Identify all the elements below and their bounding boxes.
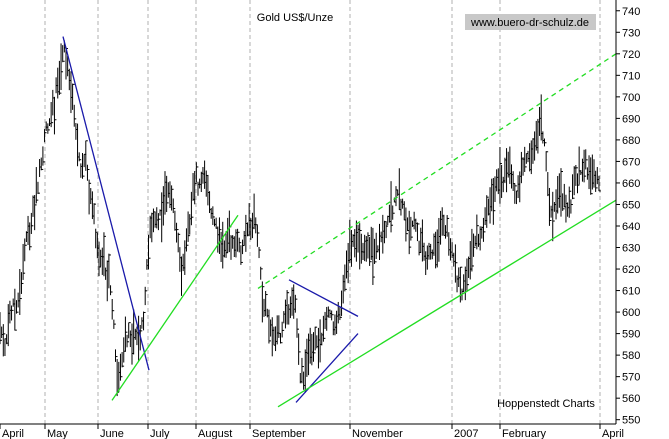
x-tick-label: August — [198, 428, 232, 439]
bars-layer — [0, 40, 601, 397]
x-ticks: April May June July August September November 2… — [0, 424, 624, 439]
x-tick-label: 2007 — [454, 428, 478, 439]
y-ticks: 550 560 570 580 590 600 610 620 630 640 650 660 670 6… — [616, 6, 640, 427]
y-tick-label: 620 — [622, 264, 640, 276]
grid-layer — [44, 0, 601, 424]
trendline-blue — [288, 279, 359, 317]
chart-title: Gold US$/Unze — [257, 12, 333, 24]
x-tick-label: July — [150, 428, 170, 439]
x-tick-label: February — [502, 428, 547, 439]
y-tick-label: 640 — [622, 221, 640, 233]
x-tick-label: April — [2, 428, 24, 439]
y-tick-label: 630 — [622, 243, 640, 255]
y-tick-label: 610 — [622, 286, 640, 298]
y-tick-label: 730 — [622, 27, 640, 39]
x-tick-label: September — [252, 428, 306, 439]
y-tick-label: 680 — [622, 135, 640, 147]
y-tick-label: 690 — [622, 113, 640, 125]
trendline-blue — [62, 36, 150, 371]
y-tick-label: 570 — [622, 372, 640, 384]
x-tick-label: May — [47, 428, 68, 439]
y-tick-label: 580 — [622, 350, 640, 362]
y-tick-label: 560 — [622, 393, 640, 405]
x-tick-label: April — [602, 428, 624, 439]
x-tick-label: June — [100, 428, 124, 439]
trendline-green — [111, 214, 239, 401]
y-tick-label: 670 — [622, 156, 640, 168]
y-tick-label: 720 — [622, 49, 640, 61]
y-tick-label: 740 — [622, 6, 640, 18]
y-tick-label: 700 — [622, 92, 640, 104]
watermark-background — [465, 14, 596, 30]
watermark-text: www.buero-dr-schulz.de — [470, 17, 589, 29]
y-tick-label: 600 — [622, 307, 640, 319]
trendline-green — [277, 199, 617, 408]
y-tick-label: 660 — [622, 178, 640, 190]
trendline-blue — [295, 333, 359, 403]
trendlines-layer — [62, 36, 617, 408]
y-tick-label: 710 — [622, 70, 640, 82]
y-tick-label: 550 — [622, 415, 640, 427]
source-label: Hoppenstedt Charts — [497, 398, 595, 410]
y-tick-label: 650 — [622, 199, 640, 211]
x-tick-label: November — [352, 428, 403, 439]
y-tick-label: 590 — [622, 329, 640, 341]
